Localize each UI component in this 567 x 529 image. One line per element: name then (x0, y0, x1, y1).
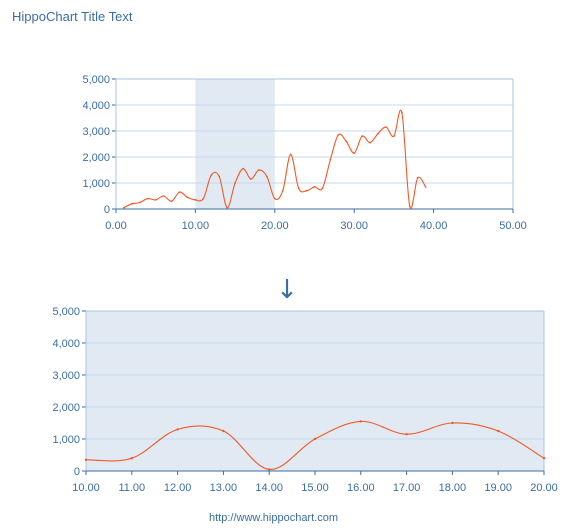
data-point (226, 206, 229, 209)
data-point (353, 152, 356, 155)
data-point (186, 196, 189, 199)
data-point (176, 428, 179, 431)
data-point (146, 197, 149, 200)
data-point (542, 457, 546, 460)
data-point (130, 202, 133, 205)
data-point (385, 126, 387, 128)
data-point (210, 174, 213, 177)
zoom-highlight-region[interactable] (195, 79, 275, 209)
data-point (273, 197, 276, 200)
data-point (424, 186, 427, 188)
data-point (313, 186, 316, 188)
x-tick-label: 40.00 (420, 220, 448, 232)
x-tick-label: 10.00 (72, 482, 100, 494)
data-point (408, 205, 411, 208)
data-point (218, 175, 221, 178)
y-tick-label: 2,000 (82, 152, 110, 164)
x-tick-label: 10.00 (182, 220, 210, 232)
data-point (451, 421, 454, 425)
data-point (162, 195, 165, 197)
chart-title: HippoChart Title Text (12, 9, 133, 24)
overview-chart: 0 1,000 2,000 3,000 4,000 5,000 0.00 10.00 20.00… (82, 74, 526, 232)
data-point (250, 178, 252, 181)
y-tick-label: 5,000 (82, 74, 110, 86)
y-tick-label: 4,000 (82, 100, 110, 112)
data-point (202, 197, 205, 200)
data-point (130, 457, 133, 460)
data-point (377, 132, 379, 135)
data-point (361, 135, 364, 138)
x-tick-label: 13.00 (210, 482, 238, 494)
zoom-arrow-icon: ↓ (276, 275, 298, 305)
plot-background (86, 311, 544, 471)
zoomed-chart: 0 1,000 2,000 3,000 4,000 5,000 10.00 11.00 12.0… (52, 306, 557, 494)
data-point (242, 167, 244, 170)
y-tick-label: 3,000 (82, 126, 110, 138)
data-point (281, 189, 284, 192)
x-tick-label: 12.00 (164, 482, 192, 494)
data-point (194, 199, 197, 201)
y-tick-label: 1,000 (82, 178, 110, 190)
x-tick-label: 18.00 (439, 482, 467, 494)
data-point (258, 169, 260, 171)
x-tick-label: 19.00 (484, 482, 512, 494)
data-point (138, 201, 141, 204)
data-point (321, 187, 324, 190)
data-point (416, 176, 419, 179)
data-point (369, 141, 371, 144)
data-point (222, 429, 225, 433)
data-point (154, 199, 157, 201)
x-tick-label: 0.00 (105, 220, 126, 232)
data-point (313, 437, 317, 441)
x-tick-label: 17.00 (393, 482, 421, 494)
data-point (265, 175, 268, 178)
data-point (329, 158, 332, 161)
y-tick-label: 5,000 (52, 306, 80, 318)
data-point (337, 134, 340, 136)
x-tick-label: 30.00 (340, 220, 368, 232)
y-tick-label: 1,000 (52, 434, 80, 446)
x-tick-label: 16.00 (347, 482, 375, 494)
footer-link[interactable]: http://www.hippochart.com (208, 512, 338, 524)
y-tick-label: 2,000 (52, 402, 80, 414)
y-tick-label: 0 (104, 204, 110, 216)
data-point (178, 191, 181, 194)
data-point (123, 206, 125, 209)
data-point (393, 135, 395, 138)
x-tick-label: 20.00 (530, 482, 558, 494)
y-tick-label: 3,000 (52, 370, 80, 382)
x-tick-label: 11.00 (118, 482, 145, 494)
data-point (289, 153, 292, 156)
x-tick-label: 20.00 (261, 220, 289, 232)
y-tick-label: 0 (74, 466, 80, 478)
data-point (359, 420, 362, 423)
x-tick-label: 14.00 (255, 482, 283, 494)
data-point (234, 182, 237, 184)
data-point (497, 429, 500, 433)
x-tick-label: 15.00 (301, 482, 329, 494)
data-point (405, 433, 408, 436)
data-point (297, 187, 300, 190)
data-point (400, 111, 403, 114)
data-point (268, 468, 271, 471)
data-point (170, 200, 173, 203)
x-tick-label: 50.00 (499, 220, 527, 232)
data-point (305, 189, 308, 192)
y-tick-label: 4,000 (52, 338, 80, 350)
data-point (84, 458, 88, 461)
data-point (345, 140, 348, 143)
